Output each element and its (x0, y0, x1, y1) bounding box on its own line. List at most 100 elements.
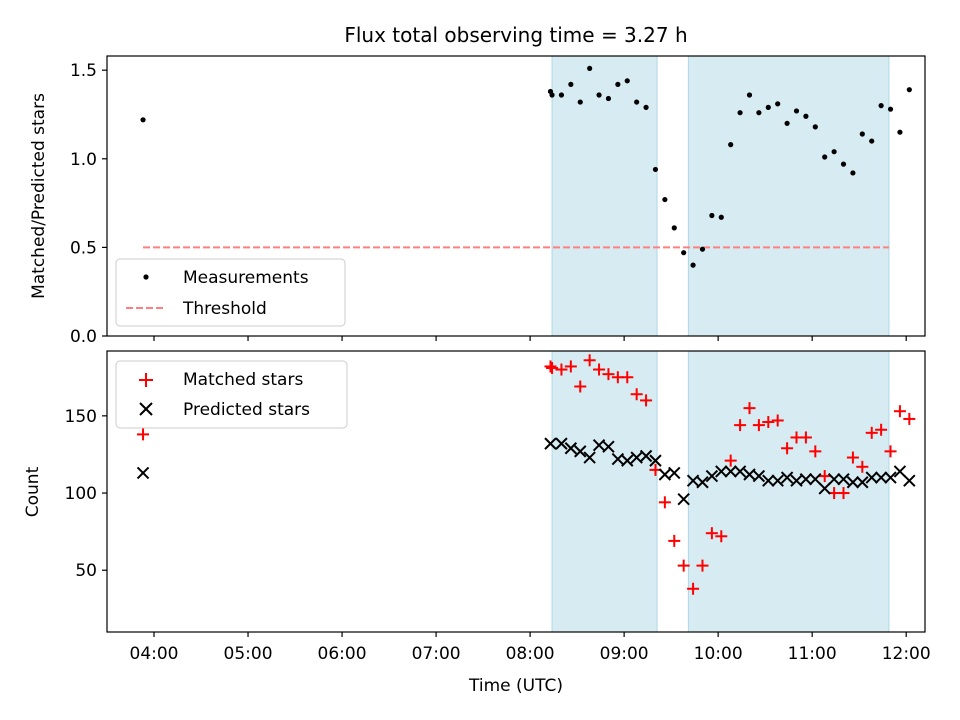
shaded-interval (551, 351, 658, 632)
measurement-point (840, 161, 847, 167)
top-y-tick-label: 1.5 (70, 61, 97, 81)
predicted-star-point (696, 476, 709, 489)
top-y-tick-label: 0.5 (70, 238, 97, 258)
measurement-point (737, 110, 743, 116)
matched-star-point (903, 412, 916, 425)
predicted-star-point (602, 440, 615, 453)
predicted-star-point (780, 471, 794, 484)
measurement-point (549, 92, 555, 98)
x-tick-label: 05:00 (224, 644, 273, 664)
legend-predicted-label: Predicted stars (183, 400, 310, 420)
measurement-point (558, 92, 565, 98)
matched-star-point (724, 454, 737, 467)
matched-star-point (884, 445, 897, 458)
x-tick-label: 07:00 (412, 644, 461, 664)
matched-star-point (602, 368, 615, 381)
bottom-panel-frame (106, 350, 926, 633)
measurement-point (831, 149, 837, 155)
predicted-star-point (639, 449, 653, 463)
matched-star-point (734, 419, 747, 432)
predicted-star-point (856, 476, 869, 489)
predicted-star-point (668, 466, 681, 480)
top-panel-frame (106, 55, 926, 337)
predicted-star-point (818, 482, 831, 495)
matched-star-point (771, 414, 784, 427)
matched-star-point (658, 496, 671, 509)
predicted-star-point (724, 465, 737, 478)
predicted-star-point (574, 445, 587, 458)
matched-star-point (574, 380, 587, 393)
measurement-point (596, 92, 602, 98)
predicted-star-point (865, 471, 878, 484)
measurement-point (812, 124, 818, 130)
bottom-y-tick-label: 150 (65, 407, 97, 427)
matched-star-point (640, 394, 653, 407)
matched-star-point (837, 487, 850, 500)
matched-star-point (856, 460, 869, 473)
x-tick-label: 09:00 (600, 644, 649, 664)
measurement-point (652, 166, 659, 173)
x-tick-label: 10:00 (694, 644, 743, 664)
measurement-point (718, 214, 724, 220)
predicted-star-point (771, 474, 784, 487)
predicted-star-point (874, 471, 888, 484)
measurement-point (615, 81, 621, 87)
measurement-point (765, 104, 771, 110)
measurement-point (662, 196, 668, 203)
measurement-point (587, 65, 593, 72)
legend-measurements-marker (143, 274, 149, 280)
matched-star-point (546, 361, 559, 374)
matched-star-point (687, 582, 700, 595)
predicted-star-point (893, 465, 907, 478)
matched-star-point (893, 405, 906, 418)
predicted-star-point (809, 472, 822, 486)
matched-star-point (564, 360, 577, 373)
predicted-star-point (555, 437, 568, 450)
shaded-interval (551, 56, 658, 336)
measurement-point (681, 250, 687, 256)
measurement-point (634, 99, 640, 105)
matched-star-point (799, 431, 812, 444)
top-y-tick-label: 1.0 (70, 150, 97, 170)
bottom-panel: 50 100 150 04:00 05:00 06:00 07:00 08:00 09:00 1… (23, 350, 931, 696)
shaded-interval (687, 351, 890, 632)
matched-star-point (555, 363, 568, 376)
matched-star-point (752, 419, 765, 432)
matched-star-point (818, 470, 831, 483)
legend-measurements-label: Measurements (183, 268, 309, 288)
measurement-point (822, 154, 828, 160)
x-tick-label: 08:00 (506, 644, 555, 664)
predicted-star-point (621, 454, 634, 467)
matched-star-point (762, 416, 775, 429)
measurement-point (699, 246, 706, 252)
bottom-y-tick-label: 100 (65, 484, 97, 504)
measurement-point (803, 113, 809, 119)
matched-star-point (621, 371, 634, 384)
measurement-point (577, 99, 583, 105)
measurement-point (850, 170, 856, 176)
legend-threshold-label: Threshold (182, 299, 267, 319)
bottom-legend: Matched stars Predicted stars (115, 360, 348, 429)
predicted-star-point (677, 493, 690, 506)
matched-star-point (544, 360, 557, 373)
predicted-star-point (733, 465, 747, 478)
measurement-point (784, 120, 790, 126)
matched-star-point (809, 445, 822, 458)
predicted-star-point (715, 465, 728, 478)
predicted-star-point (837, 472, 850, 486)
shaded-interval (687, 56, 890, 336)
top-panel-y-label: Matched/Predicted stars (29, 93, 49, 299)
x-axis-label: Time (UTC) (468, 676, 563, 696)
matched-star-point (846, 451, 859, 464)
bottom-panel-y-label: Count (23, 466, 43, 517)
measurement-point (756, 110, 762, 116)
measurement-point (869, 138, 875, 144)
predicted-star-point (649, 454, 662, 467)
measurement-point (887, 106, 894, 112)
legend-matched-label: Matched stars (183, 370, 303, 390)
legend-matched-marker (139, 373, 153, 387)
measurement-point (709, 212, 715, 219)
measurement-point (140, 117, 146, 123)
top-panel: 0.0 0.5 1.0 1.5 Matched/Predicted stars Mea… (29, 55, 926, 347)
